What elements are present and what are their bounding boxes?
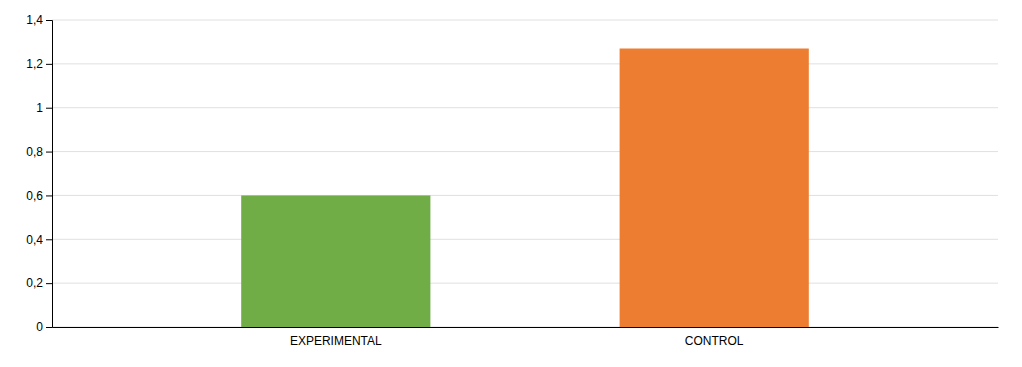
tick-mark — [46, 195, 52, 196]
tick-mark — [46, 108, 52, 109]
tick-mark — [46, 64, 52, 65]
y-tick: 0,6 — [26, 189, 52, 203]
tick-label: 0,6 — [26, 189, 43, 203]
tick-mark — [46, 152, 52, 153]
tick-label: 1,2 — [26, 57, 43, 71]
tick-label: CONTROL — [685, 334, 744, 348]
y-tick: 0,4 — [26, 233, 52, 247]
grid-line — [52, 327, 998, 328]
x-tick: CONTROL — [685, 334, 744, 348]
grid — [52, 20, 998, 327]
grid-line — [52, 20, 998, 21]
grid-line — [52, 239, 998, 240]
axis-line — [53, 327, 999, 328]
tick-label: 1,4 — [26, 13, 43, 27]
x-tick: EXPERIMENTAL — [290, 334, 382, 348]
bars — [241, 49, 809, 327]
tick-mark — [46, 20, 52, 21]
y-tick: 0,2 — [26, 276, 52, 290]
tick-label: 0 — [36, 320, 43, 334]
axis-line — [46, 21, 53, 328]
y-tick: 0,8 — [26, 145, 52, 159]
grid-line — [52, 283, 998, 284]
tick-label: 0,8 — [26, 145, 43, 159]
plot: 0 0,2 0,4 0,6 0,8 1 1,2 1,4 EXPERIMENTAL CONTROL — [26, 13, 998, 347]
tick-mark — [46, 283, 52, 284]
chart: 0 0,2 0,4 0,6 0,8 1 1,2 1,4 EXPERIMENTAL CONTROL — [0, 0, 1022, 367]
tick-mark — [46, 327, 52, 328]
grid-line — [52, 107, 998, 108]
bar — [620, 49, 809, 327]
y-tick: 1,2 — [26, 57, 52, 71]
y-axis: 0 0,2 0,4 0,6 0,8 1 1,2 1,4 — [26, 13, 52, 334]
y-tick: 1,4 — [26, 13, 52, 27]
y-tick: 1 — [36, 101, 52, 115]
grid-line — [52, 63, 998, 64]
x-axis: EXPERIMENTAL CONTROL — [53, 328, 999, 348]
grid-line — [52, 195, 998, 196]
bar — [241, 195, 430, 327]
tick-label: 0,2 — [26, 276, 43, 290]
grid-line — [52, 151, 998, 152]
y-tick: 0 — [36, 320, 52, 334]
tick-label: EXPERIMENTAL — [290, 334, 382, 348]
tick-label: 0,4 — [26, 233, 43, 247]
tick-mark — [46, 239, 52, 240]
tick-label: 1 — [36, 101, 43, 115]
